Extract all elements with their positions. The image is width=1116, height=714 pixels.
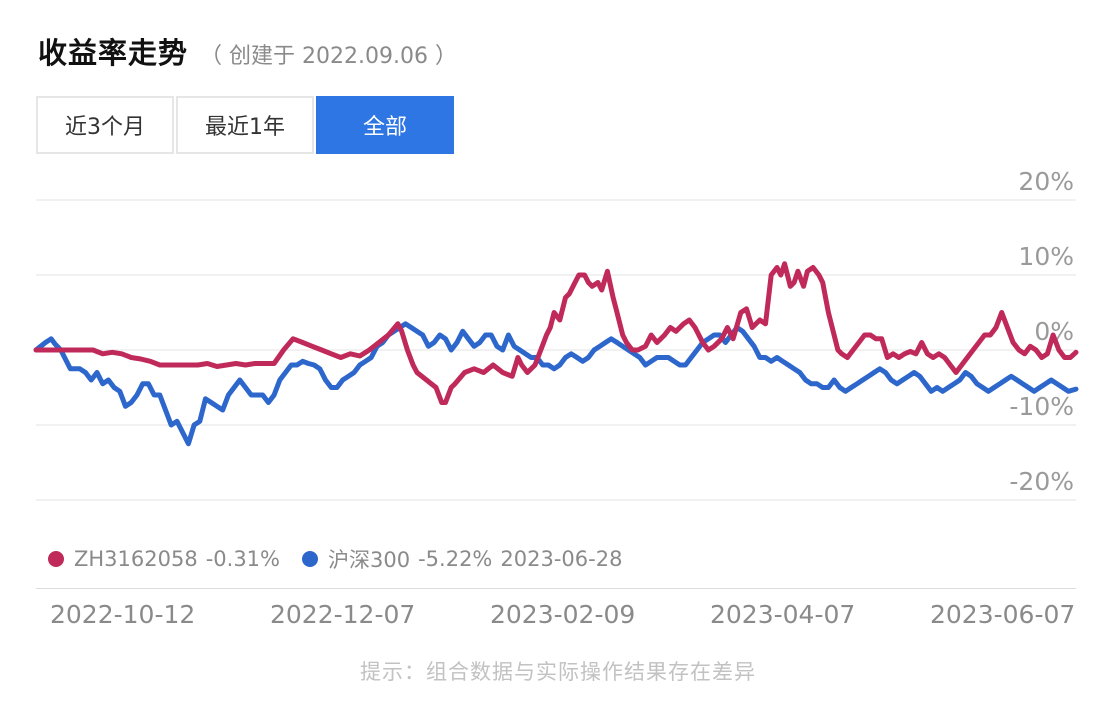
legend: ZH3162058 -0.31% 沪深300 -5.22% 2023-06-28 [48, 544, 644, 574]
divider [36, 588, 1076, 589]
page-title: 收益率走势 [38, 36, 189, 70]
y-tick-label: 20% [1018, 167, 1074, 196]
footnote: 提示：组合数据与实际操作结果存在差异 [360, 660, 756, 684]
x-tick-label: 2023-06-07 [930, 600, 1076, 629]
tab-3-months[interactable]: 近3个月 [36, 96, 174, 154]
tab-all[interactable]: 全部 [316, 96, 454, 154]
legend-date: 2023-06-28 [500, 547, 623, 571]
created-date: （ 创建于 2022.09.06 ） [200, 44, 457, 69]
tab-1-year[interactable]: 最近1年 [176, 96, 314, 154]
legend-portfolio: ZH3162058 -0.31% [48, 547, 280, 571]
x-axis: 2022-10-12 2022-12-07 2023-02-09 2023-04… [0, 600, 1116, 640]
index-dot-icon [302, 551, 318, 567]
legend-index: 沪深300 -5.22% 2023-06-28 [302, 544, 622, 574]
y-tick-label: -10% [1009, 392, 1074, 421]
legend-portfolio-value: -0.31% [205, 547, 280, 571]
x-tick-label: 2022-12-07 [270, 600, 416, 629]
x-tick-label: 2023-02-09 [490, 600, 636, 629]
legend-index-value: -5.22% [418, 547, 493, 571]
series-line-portfolio [33, 261, 1079, 405]
legend-index-name: 沪深300 [328, 548, 411, 572]
return-chart[interactable]: 20%10%0%-10%-20% [0, 160, 1116, 520]
x-tick-label: 2022-10-12 [50, 600, 196, 629]
legend-portfolio-name: ZH3162058 [74, 547, 198, 571]
x-tick-label: 2023-04-07 [710, 600, 856, 629]
y-tick-label: 10% [1018, 242, 1074, 271]
title-row: 收益率走势 （ 创建于 2022.09.06 ） [38, 30, 457, 72]
range-tabs: 近3个月 最近1年 全部 [36, 96, 456, 154]
series-line-index [33, 321, 1079, 447]
y-tick-label: -20% [1009, 467, 1074, 496]
portfolio-dot-icon [48, 551, 64, 567]
